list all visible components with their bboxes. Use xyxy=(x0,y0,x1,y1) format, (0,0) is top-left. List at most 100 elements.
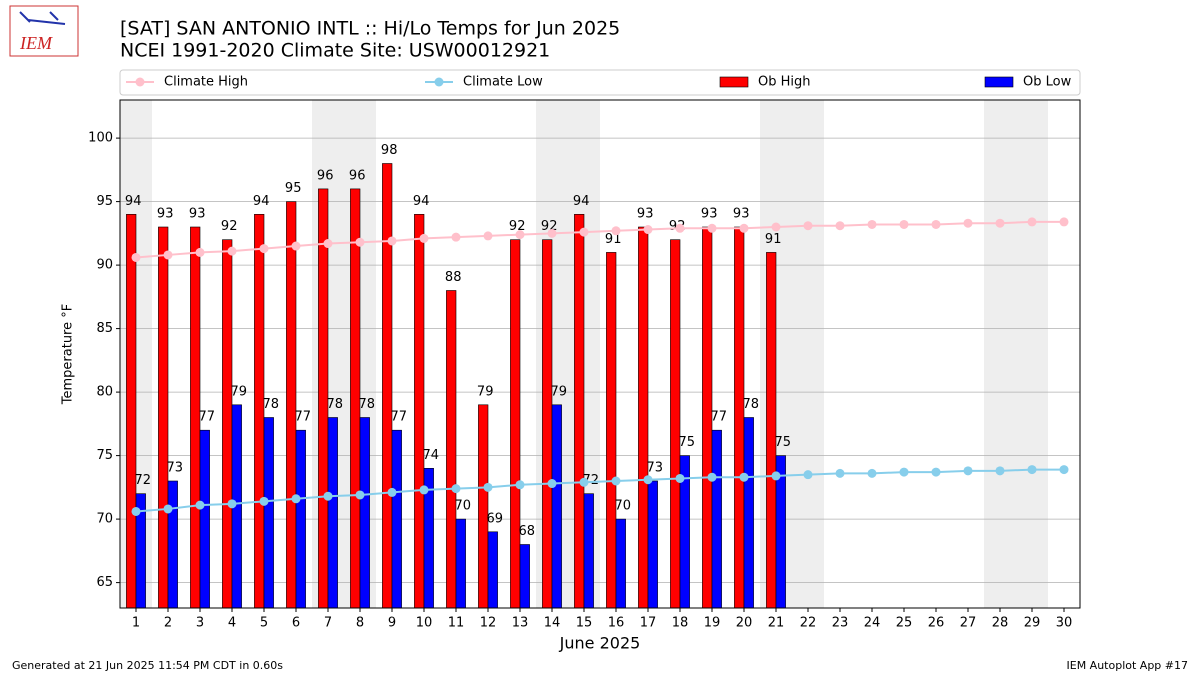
bar xyxy=(263,417,274,609)
x-tick-label: 21 xyxy=(768,616,785,631)
bar xyxy=(574,214,585,609)
bar xyxy=(734,226,745,609)
line-point xyxy=(195,500,205,510)
bar-label: 78 xyxy=(743,397,760,412)
line-point xyxy=(323,239,333,249)
line-point xyxy=(867,219,877,229)
logo-icon xyxy=(19,11,66,25)
bar-label: 78 xyxy=(327,397,344,412)
bar-label: 79 xyxy=(551,384,568,399)
x-tick-label: 2 xyxy=(164,616,172,631)
y-tick-label: 70 xyxy=(96,512,113,527)
bar xyxy=(222,239,233,609)
bar-label: 91 xyxy=(765,232,782,247)
bar xyxy=(446,290,457,609)
bar xyxy=(158,226,169,609)
x-tick-label: 1 xyxy=(132,616,140,631)
line xyxy=(135,220,1064,259)
bar-label: 93 xyxy=(157,207,174,222)
line-point xyxy=(739,223,749,233)
bar xyxy=(647,480,658,609)
bar-label: 96 xyxy=(317,168,334,183)
bar xyxy=(670,239,681,609)
line-point xyxy=(419,485,429,495)
logo-text: IEM xyxy=(19,33,53,53)
bar xyxy=(199,429,210,609)
bar-label: 69 xyxy=(487,511,504,526)
bar xyxy=(382,163,393,609)
line-point xyxy=(611,226,621,236)
x-tick-label: 30 xyxy=(1056,616,1073,631)
x-tick-label: 3 xyxy=(196,616,204,631)
bar-label: 88 xyxy=(445,270,462,285)
bar xyxy=(743,417,754,609)
bar xyxy=(583,493,594,609)
line-point xyxy=(227,499,237,509)
bar-label: 78 xyxy=(263,397,280,412)
line-point xyxy=(707,472,717,482)
bar xyxy=(519,544,530,609)
bar-label: 70 xyxy=(455,499,472,514)
line-point xyxy=(227,246,237,256)
x-tick-label: 26 xyxy=(928,616,945,631)
line-point xyxy=(515,230,525,240)
line-point xyxy=(419,233,429,243)
line-point xyxy=(867,468,877,478)
x-tick-label: 24 xyxy=(864,616,881,631)
x-tick-label: 5 xyxy=(260,616,268,631)
footer-left: Generated at 21 Jun 2025 11:54 PM CDT in… xyxy=(12,659,283,672)
bar-label: 77 xyxy=(295,410,312,425)
line-point xyxy=(899,467,909,477)
x-axis-label: June 2025 xyxy=(559,634,641,653)
bar-label: 94 xyxy=(573,194,590,209)
bar-label: 98 xyxy=(381,143,398,158)
line-point xyxy=(195,247,205,257)
bar-label: 78 xyxy=(359,397,376,412)
weekend-shade xyxy=(984,100,1016,608)
line-point xyxy=(995,466,1005,476)
x-tick-label: 20 xyxy=(736,616,753,631)
plot-frame xyxy=(119,99,1081,609)
bar xyxy=(542,239,553,609)
bar-label: 75 xyxy=(679,435,696,450)
line-point xyxy=(963,218,973,228)
bar xyxy=(455,518,466,609)
line xyxy=(135,468,1064,513)
bar-label: 74 xyxy=(423,448,440,463)
bar-label: 70 xyxy=(615,499,632,514)
legend-label: Ob High xyxy=(758,75,811,90)
line-point xyxy=(899,219,909,229)
bar-label: 93 xyxy=(637,207,654,222)
line-point xyxy=(547,479,557,489)
bar xyxy=(391,429,402,609)
line-point xyxy=(835,221,845,231)
x-tick-label: 8 xyxy=(356,616,364,631)
line-point xyxy=(931,219,941,229)
legend-swatch xyxy=(434,77,444,87)
line-point xyxy=(931,467,941,477)
x-tick-label: 16 xyxy=(608,616,625,631)
line-point xyxy=(355,237,365,247)
legend-swatch xyxy=(135,77,145,87)
bar xyxy=(551,404,562,609)
line-point xyxy=(291,241,301,251)
bar-label: 91 xyxy=(605,232,622,247)
line-point xyxy=(483,231,493,241)
x-tick-label: 15 xyxy=(576,616,593,631)
line-point xyxy=(451,484,461,494)
bar-label: 68 xyxy=(519,524,536,539)
bar-label: 96 xyxy=(349,168,366,183)
bar xyxy=(766,252,777,609)
line-point xyxy=(579,477,589,487)
line-point xyxy=(131,506,141,516)
bar xyxy=(638,226,649,609)
line-point xyxy=(323,491,333,501)
x-tick-label: 6 xyxy=(292,616,300,631)
line-point xyxy=(963,466,973,476)
line-point xyxy=(739,472,749,482)
x-tick-label: 11 xyxy=(448,616,465,631)
legend-label: Climate High xyxy=(164,75,248,90)
line-point xyxy=(259,496,269,506)
y-axis-label: Temperature °F xyxy=(61,304,76,405)
